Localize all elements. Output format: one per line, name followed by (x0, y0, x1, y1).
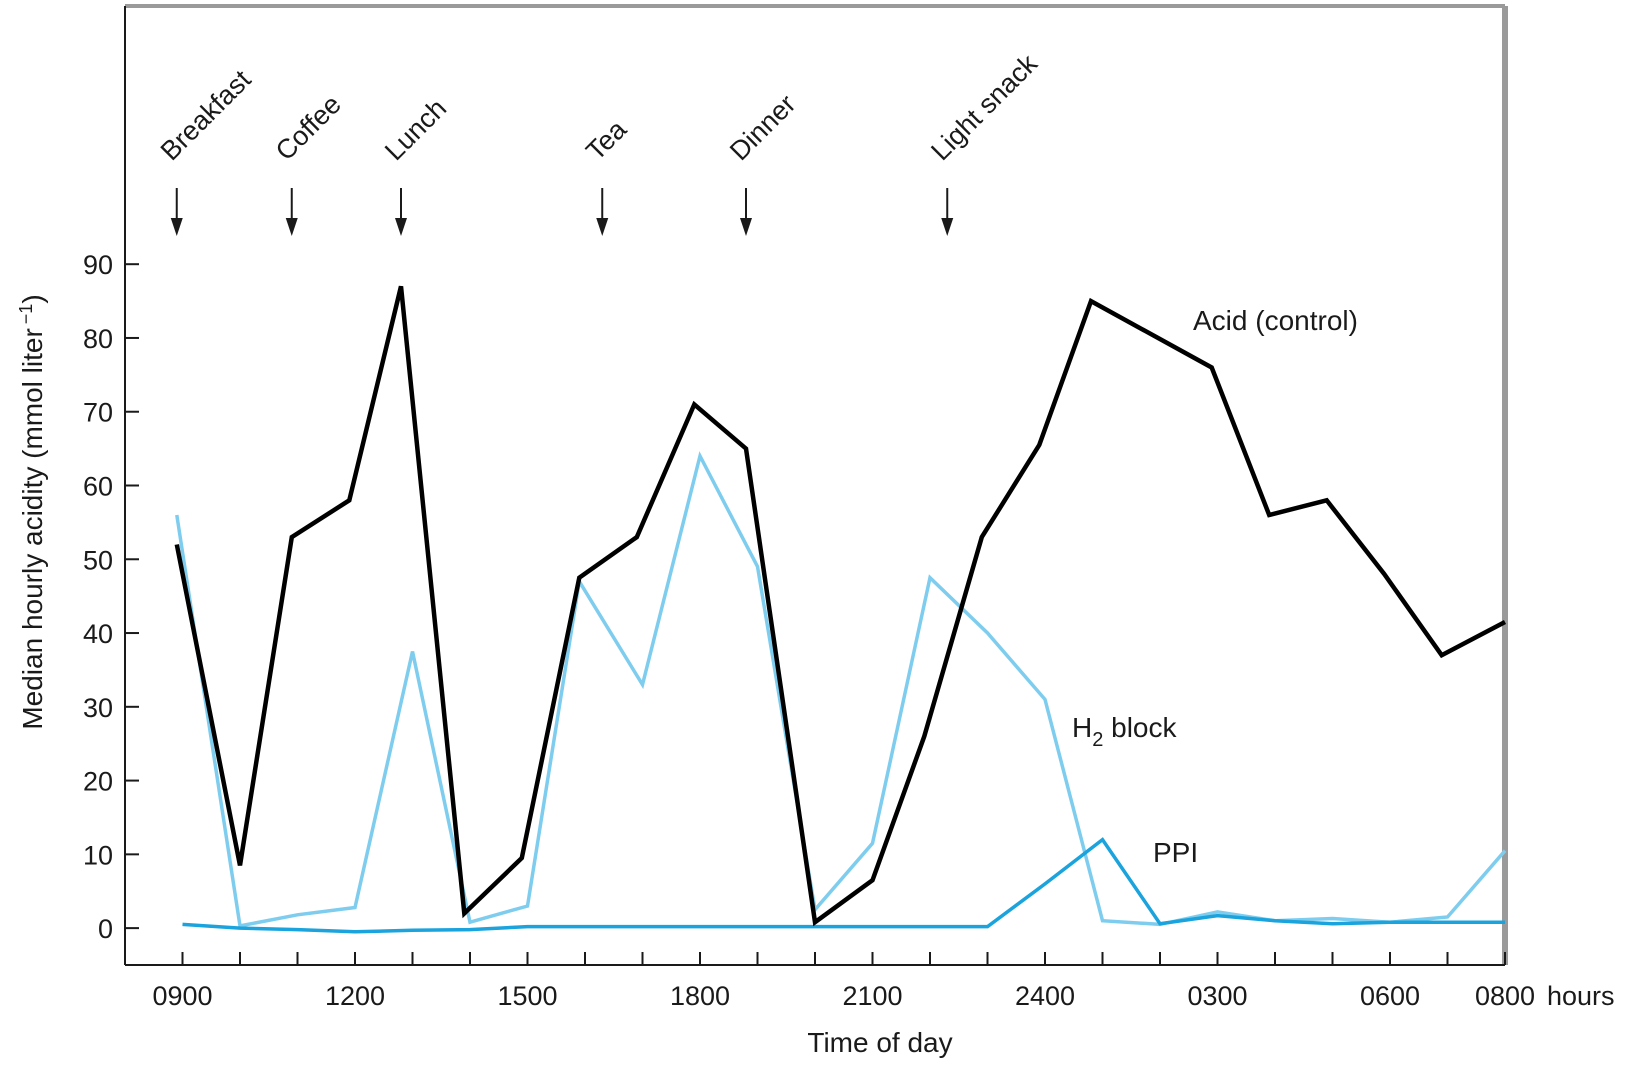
series-lines (174, 285, 1507, 934)
y-tick-label: 40 (83, 619, 113, 649)
meal-marker: Tea (580, 114, 633, 236)
x-tick-label: 2400 (1015, 981, 1075, 1011)
x-tick-label: 1200 (325, 981, 385, 1011)
x-tick-label: 2100 (842, 981, 902, 1011)
meal-label: Dinner (724, 89, 801, 166)
meal-arrow-head (596, 218, 609, 236)
meal-arrow-head (941, 218, 954, 236)
series-acid-control-line (174, 285, 1507, 927)
series-ppi-line (182, 837, 1505, 934)
meal-arrow-head (285, 218, 298, 236)
y-axis-title-sup: −1 (16, 304, 36, 325)
x-tick-label: 0600 (1360, 981, 1420, 1011)
meal-marker: Light snack (925, 48, 1043, 236)
h2-label-main: H (1072, 712, 1092, 743)
x-tick-label: 0900 (152, 981, 212, 1011)
y-axis-title: Median hourly acidity (mmol liter −1) (16, 294, 48, 729)
y-tick-label: 20 (83, 767, 113, 797)
meal-marker: Lunch (379, 93, 452, 236)
y-tick-label: 90 (83, 250, 113, 280)
y-tick-label: 30 (83, 693, 113, 723)
x-tick-label: 1500 (497, 981, 557, 1011)
x-tick-label: 1800 (670, 981, 730, 1011)
series-acid-control-label: Acid (control) (1193, 305, 1358, 336)
h2-label-sub: 2 (1092, 729, 1103, 751)
meal-arrow-head (395, 218, 407, 236)
meal-label: Light snack (925, 48, 1043, 166)
meal-label: Breakfast (155, 64, 257, 166)
series-h2-block-label: H2 block (1072, 712, 1178, 751)
y-axis-title-main: Median hourly acidity (mmol liter (17, 328, 48, 729)
x-axis: 0900 1200 1500 1800 2100 2400 0300 0600 0800 hour… (152, 952, 1615, 1011)
meal-arrow-head (170, 218, 183, 236)
y-tick-label: 80 (83, 324, 113, 354)
x-axis-title: Time of day (807, 1027, 952, 1058)
meal-label: Tea (580, 114, 633, 167)
meal-markers: Breakfast Coffee Lunch Tea Dinner Light snack (155, 48, 1043, 236)
series-labels: Acid (control) H2 block PPI (1072, 305, 1358, 868)
meal-label: Lunch (379, 93, 452, 166)
y-tick-label: 60 (83, 472, 113, 502)
x-tick-label: 0800 (1475, 981, 1535, 1011)
series-ppi-label: PPI (1153, 837, 1198, 868)
y-tick-label: 70 (83, 398, 113, 428)
h2-label-rest: block (1103, 712, 1177, 743)
series-h2-block-line (175, 451, 1507, 928)
meal-label: Coffee (270, 89, 347, 166)
meal-marker: Breakfast (155, 64, 257, 236)
x-axis-unit: hours (1547, 981, 1615, 1011)
meal-marker: Dinner (724, 89, 801, 236)
x-tick-label: 0300 (1187, 981, 1247, 1011)
y-axis: 0 10 20 30 40 50 60 70 80 90 (83, 250, 139, 944)
y-axis-title-close: ) (17, 294, 48, 303)
meal-arrow-head (740, 218, 752, 236)
meal-marker: Coffee (270, 89, 347, 236)
y-tick-label: 50 (83, 545, 113, 575)
y-tick-label: 10 (83, 840, 113, 870)
plot-frame (124, 4, 1508, 966)
y-tick-label: 0 (98, 914, 113, 944)
